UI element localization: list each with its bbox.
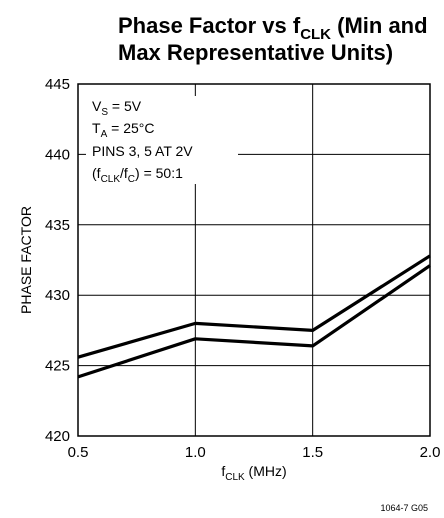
title-suffix: (Min and: [331, 13, 428, 38]
grid: [78, 84, 430, 436]
y-axis-label: PHASE FACTOR: [18, 206, 34, 314]
annotation-pins: PINS 3, 5 AT 2V: [92, 143, 193, 159]
x-axis-label: fCLK (MHz): [221, 463, 286, 483]
title-prefix: Phase Factor vs f: [118, 13, 301, 38]
series-line-2: [77, 264, 431, 379]
chart-title-line1: Phase Factor vs fCLK (Min and: [118, 13, 428, 43]
figure-code: 1064-7 G05: [380, 503, 428, 513]
y-tick-label: 420: [45, 428, 70, 445]
y-tick-label: 425: [45, 358, 70, 375]
x-tick-labels: 0.5 1.0 1.5 2.0: [68, 444, 441, 461]
y-tick-label: 445: [45, 76, 70, 93]
annotation-vs: VS = 5V: [92, 98, 142, 118]
annotation-box: VS = 5V TA = 25°C PINS 3, 5 AT 2V (fCLK/…: [86, 96, 238, 185]
plot-frame: [77, 83, 431, 437]
y-tick-label: 430: [45, 287, 70, 304]
y-tick-label: 435: [45, 217, 70, 234]
title-subscript: CLK: [300, 26, 331, 43]
annotation-ratio: (fCLK/fC) = 50:1: [92, 165, 183, 185]
y-tick-label: 440: [45, 146, 70, 163]
chart-title-line2: Max Representative Units): [118, 40, 393, 65]
annotation-ta: TA = 25°C: [92, 120, 154, 140]
series-layer: [77, 254, 431, 379]
x-tick-label: 1.5: [302, 444, 323, 461]
x-tick-label: 2.0: [420, 444, 441, 461]
x-tick-label: 1.0: [185, 444, 206, 461]
y-tick-labels: 420 425 430 435 440 445: [45, 76, 70, 445]
x-tick-label: 0.5: [68, 444, 89, 461]
series-line-1: [77, 254, 431, 359]
plot-area: [77, 83, 431, 437]
